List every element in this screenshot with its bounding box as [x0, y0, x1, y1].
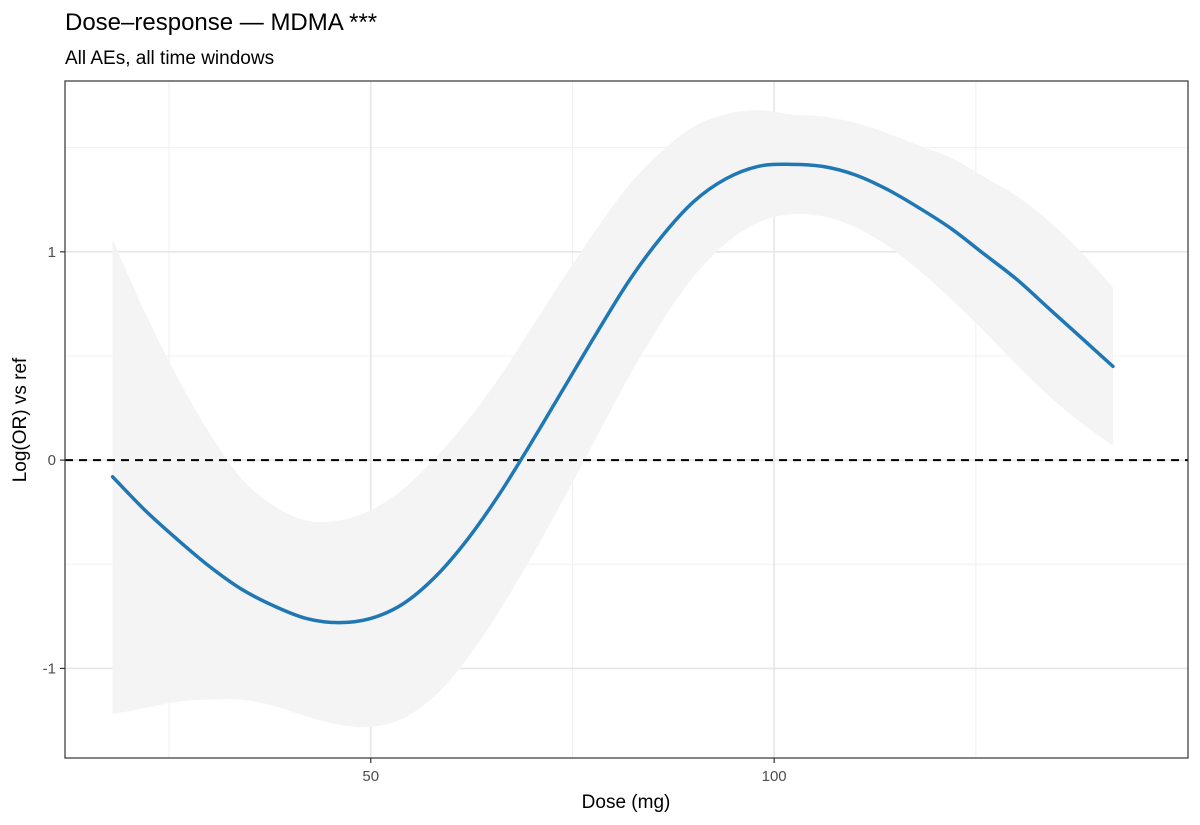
plot-panel: [64, 80, 1189, 759]
chart-subtitle: All AEs, all time windows: [65, 48, 274, 69]
y-axis-title: Log(OR) vs ref: [10, 357, 31, 482]
x-axis: 50 100: [362, 758, 787, 785]
y-tick-label: 0: [48, 452, 56, 469]
confidence-band: [112, 110, 1113, 728]
y-tick-label: 1: [48, 244, 56, 261]
chart-title: Dose–response — MDMA ***: [65, 9, 377, 36]
panel-border: [64, 80, 1189, 759]
y-tick-label: -1: [43, 660, 56, 677]
x-tick-label: 100: [762, 768, 787, 785]
y-axis: -1 0 1: [43, 244, 65, 677]
x-axis-title: Dose (mg): [582, 792, 671, 813]
dose-response-curve: [110, 162, 1115, 625]
x-tick-label: 50: [362, 768, 379, 785]
